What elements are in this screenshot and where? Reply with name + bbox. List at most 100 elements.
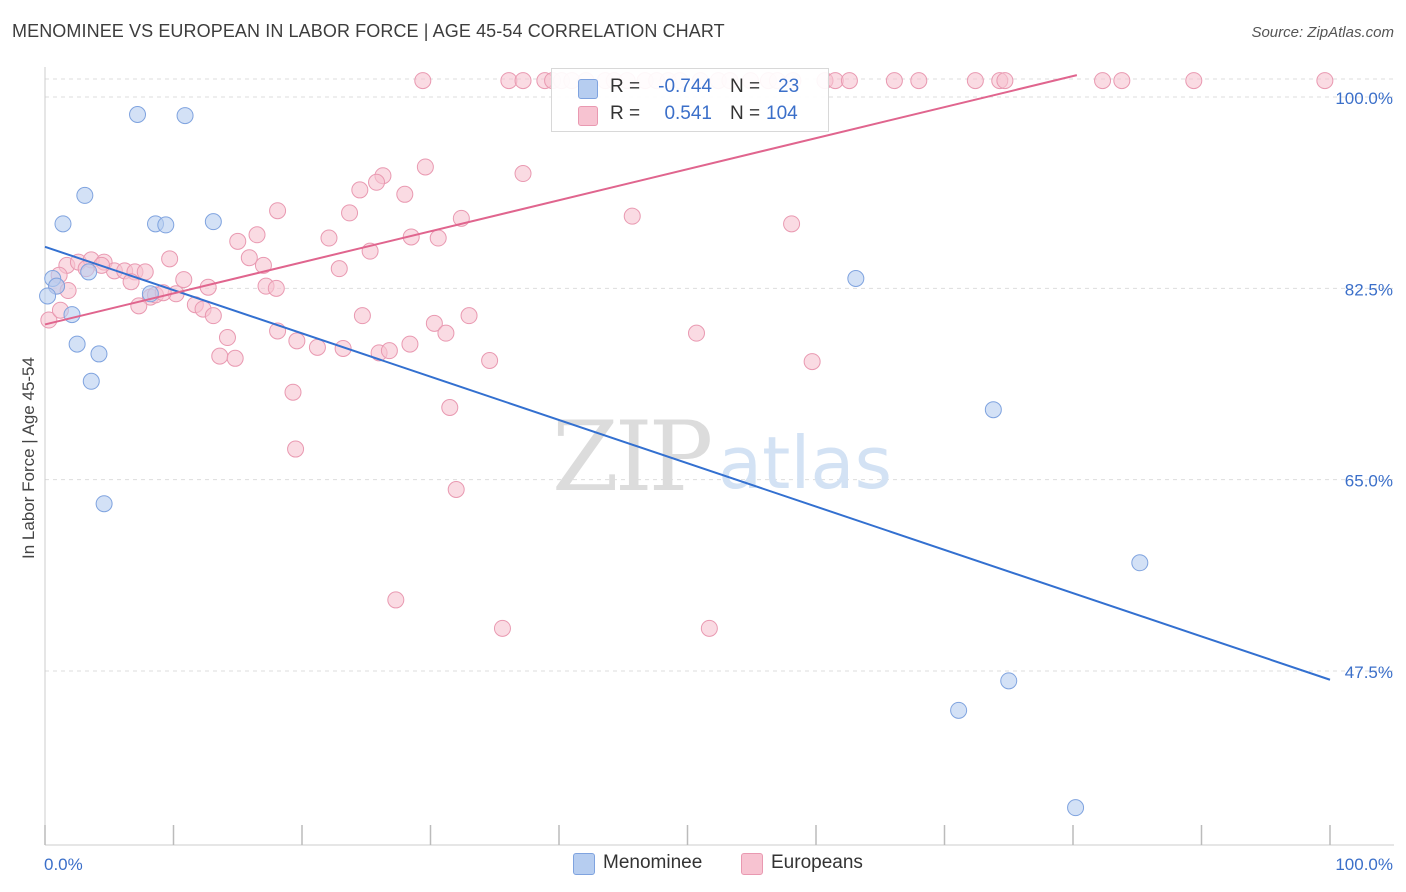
european-point: [966, 72, 984, 90]
menominee-point: [54, 215, 72, 233]
menominee-point: [80, 263, 98, 281]
axis-layer: [44, 67, 1394, 846]
european-point: [334, 339, 352, 357]
menominee-point: [1131, 554, 1149, 572]
european-point: [226, 349, 244, 367]
bottom-legend-label-europeans: Europeans: [771, 852, 863, 873]
european-point: [240, 249, 258, 267]
european-point: [380, 342, 398, 360]
european-point: [687, 324, 705, 342]
watermark: ZIP atlas: [552, 401, 892, 513]
european-point: [368, 173, 386, 191]
european-point: [320, 229, 338, 247]
points-layer: [39, 72, 1334, 817]
watermark-zip: ZIP: [552, 401, 711, 513]
legend-row-europeans: R = 0.541 N = 104: [552, 101, 828, 129]
legend-r-value: 0.541: [664, 103, 712, 124]
european-point: [211, 347, 229, 365]
european-point: [996, 72, 1014, 90]
legend-r-value: -0.744: [658, 76, 712, 97]
chart-title: MENOMINEE VS EUROPEAN IN LABOR FORCE | A…: [12, 21, 725, 41]
european-point: [40, 311, 58, 329]
european-point: [460, 307, 478, 325]
european-point: [1113, 72, 1131, 90]
y-tick-label: 100.0%: [1335, 89, 1393, 108]
european-point: [387, 591, 405, 609]
bottom-legend-swatch-menominee: [573, 853, 595, 875]
x-tick-label: 0.0%: [44, 855, 83, 874]
legend-row-menominee: R = -0.744 N = 23: [552, 74, 828, 102]
legend-n-value: 23: [778, 76, 800, 97]
european-point: [514, 72, 532, 90]
y-axis-label: In Labor Force | Age 45-54: [19, 357, 38, 559]
menominee-point: [1000, 672, 1018, 690]
european-point: [284, 383, 302, 401]
european-point: [341, 204, 359, 222]
european-point: [885, 72, 903, 90]
european-point: [623, 207, 641, 225]
european-point: [267, 279, 285, 297]
bottom-legend-label-menominee: Menominee: [603, 852, 703, 873]
menominee-point: [157, 216, 175, 234]
menominee-point: [76, 186, 94, 204]
european-point: [308, 338, 326, 356]
european-point: [1316, 72, 1334, 90]
european-point: [204, 307, 222, 325]
source-label: Source: ZipAtlas.com: [1251, 24, 1394, 41]
menominee-point: [950, 701, 968, 719]
menominee-point: [82, 372, 100, 390]
european-point: [416, 158, 434, 176]
menominee-point: [90, 345, 108, 363]
european-point: [218, 329, 236, 347]
menominee-point: [176, 107, 194, 125]
european-point: [330, 260, 348, 278]
european-point: [500, 72, 518, 90]
european-point: [840, 72, 858, 90]
european-point: [437, 324, 455, 342]
legend-r-label: R =: [610, 76, 641, 97]
european-point: [248, 226, 266, 244]
menominee-point: [68, 335, 86, 353]
menominee-point: [204, 213, 222, 231]
menominee-point: [1067, 799, 1085, 817]
grid-layer: [45, 78, 1394, 672]
european-point: [161, 250, 179, 268]
trend-layer: [44, 74, 1331, 681]
european-point: [175, 271, 193, 289]
european-point: [401, 335, 419, 353]
european-point: [136, 263, 154, 281]
european-point: [826, 72, 844, 90]
european-point: [353, 307, 371, 325]
european-point: [441, 399, 459, 417]
european-point: [288, 332, 306, 350]
european-point: [447, 481, 465, 499]
european-point: [254, 256, 272, 274]
european-point: [429, 229, 447, 247]
european-point: [351, 181, 369, 199]
european-point: [1094, 72, 1112, 90]
menominee-point: [129, 105, 147, 123]
european-point: [803, 353, 821, 371]
legend-swatch-europeans: [578, 106, 598, 126]
bottom-legend-swatch-europeans: [741, 853, 763, 875]
european-point: [493, 619, 511, 637]
y-tick-label: 47.5%: [1345, 663, 1393, 682]
european-point: [269, 202, 287, 220]
y-tick-label: 82.5%: [1345, 280, 1393, 299]
watermark-atlas: atlas: [718, 421, 892, 505]
menominee-trend-line: [44, 245, 1331, 681]
european-point: [481, 351, 499, 369]
menominee-point: [39, 287, 57, 305]
european-trend-line: [44, 74, 1078, 326]
european-point: [396, 185, 414, 203]
european-point: [783, 215, 801, 233]
legend-r-label: R =: [610, 103, 641, 124]
european-point: [910, 72, 928, 90]
menominee-point: [984, 401, 1002, 419]
european-point: [229, 232, 247, 250]
european-point: [287, 440, 305, 458]
european-point: [414, 72, 432, 90]
stats-legend: R = -0.744 N = 23 R = 0.541 N = 104: [551, 68, 829, 132]
legend-swatch-menominee: [578, 79, 598, 99]
